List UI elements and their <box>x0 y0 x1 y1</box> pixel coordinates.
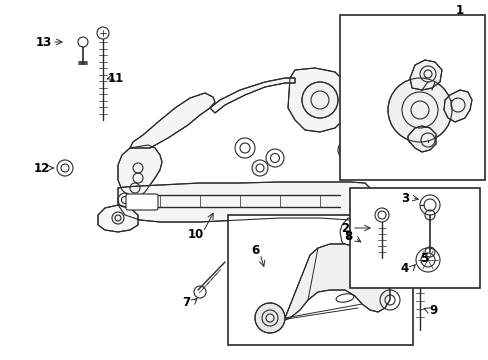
Text: 11: 11 <box>108 72 124 85</box>
Text: 9: 9 <box>429 303 437 316</box>
Polygon shape <box>98 205 138 232</box>
Circle shape <box>360 234 388 262</box>
Circle shape <box>302 82 337 118</box>
Polygon shape <box>443 90 471 122</box>
Text: 12: 12 <box>34 162 50 175</box>
FancyBboxPatch shape <box>126 194 158 210</box>
Bar <box>349 188 479 288</box>
Circle shape <box>254 303 285 333</box>
Polygon shape <box>287 68 349 132</box>
Polygon shape <box>339 130 369 178</box>
Text: 3: 3 <box>400 192 408 204</box>
Polygon shape <box>407 126 435 152</box>
Polygon shape <box>258 244 389 326</box>
Text: 5: 5 <box>419 252 427 265</box>
Text: 6: 6 <box>250 243 259 256</box>
Polygon shape <box>409 60 441 90</box>
Text: 13: 13 <box>36 36 52 49</box>
Polygon shape <box>118 182 371 222</box>
Circle shape <box>387 78 451 142</box>
Text: 1: 1 <box>455 4 463 17</box>
Text: 7: 7 <box>182 296 190 309</box>
Polygon shape <box>339 218 367 250</box>
Text: 2: 2 <box>340 221 348 234</box>
Polygon shape <box>118 145 162 197</box>
Text: 4: 4 <box>400 261 408 274</box>
Polygon shape <box>130 93 215 148</box>
Bar <box>339 15 484 180</box>
Text: 8: 8 <box>343 230 351 243</box>
Text: 10: 10 <box>187 229 203 242</box>
Polygon shape <box>209 78 294 113</box>
Bar <box>227 215 412 345</box>
